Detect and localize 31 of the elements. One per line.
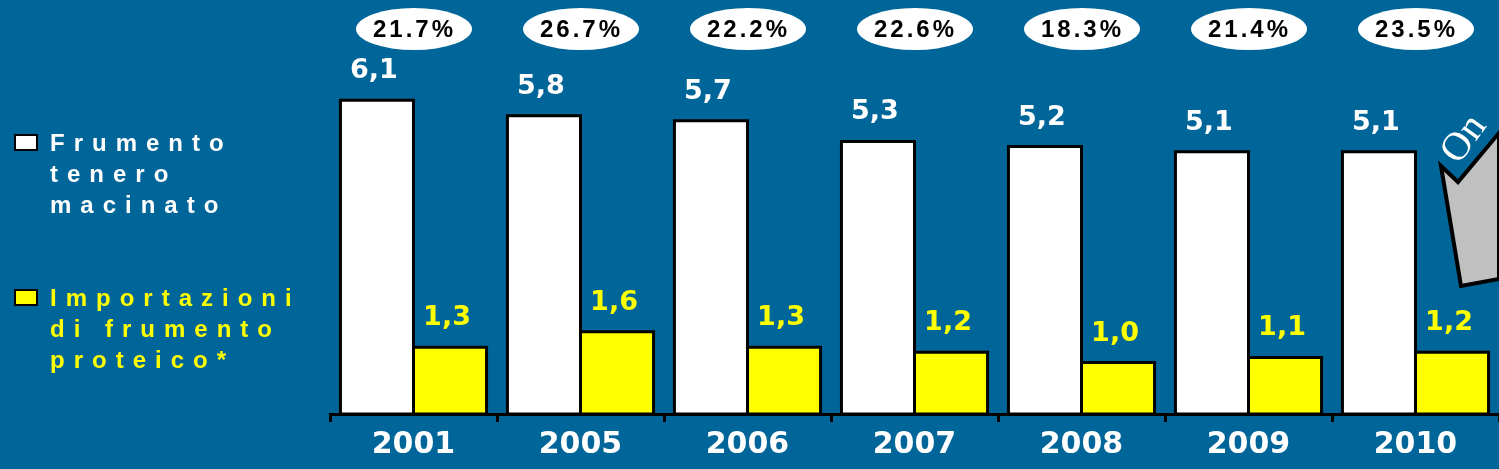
data-label: 6,1 (350, 53, 398, 85)
data-label: 1,3 (423, 300, 471, 332)
text: 18.3% (1040, 15, 1125, 43)
data-label: 5,8 (517, 68, 565, 100)
text: 22.6% (873, 15, 958, 43)
x-tick-label: 2001 (371, 424, 456, 460)
text: 21.7% (372, 15, 457, 43)
data-label: 1,2 (924, 305, 972, 337)
data-label: 1,2 (1425, 305, 1473, 337)
annotation: On (1429, 104, 1495, 171)
legend-label: Frumento tenero macinato (50, 128, 234, 220)
x-tick-label: 2009 (1206, 424, 1291, 460)
x-tick-label: 2007 (872, 424, 957, 460)
data-label: 5,2 (1018, 99, 1066, 131)
data-label: 5,7 (684, 73, 732, 105)
data-label: 1,0 (1091, 315, 1139, 347)
text: 21.4% (1207, 15, 1292, 43)
text: 22.2% (706, 15, 791, 43)
x-tick-label: 2008 (1039, 424, 1124, 460)
data-label: 5,1 (1185, 104, 1233, 136)
data-label: 1,1 (1258, 310, 1306, 342)
x-tick-label: 2010 (1373, 424, 1458, 460)
data-label: 5,1 (1352, 104, 1400, 136)
x-tick-label: 2006 (705, 424, 790, 460)
x-tick-label: 2005 (538, 424, 623, 460)
data-label: 5,3 (851, 94, 899, 126)
data-label: 1,6 (590, 284, 638, 316)
data-label: 1,3 (757, 300, 805, 332)
legend-label: Importazioni di frumento proteico* (50, 283, 302, 375)
text: 23.5% (1374, 15, 1459, 43)
text: 26.7% (539, 15, 624, 43)
